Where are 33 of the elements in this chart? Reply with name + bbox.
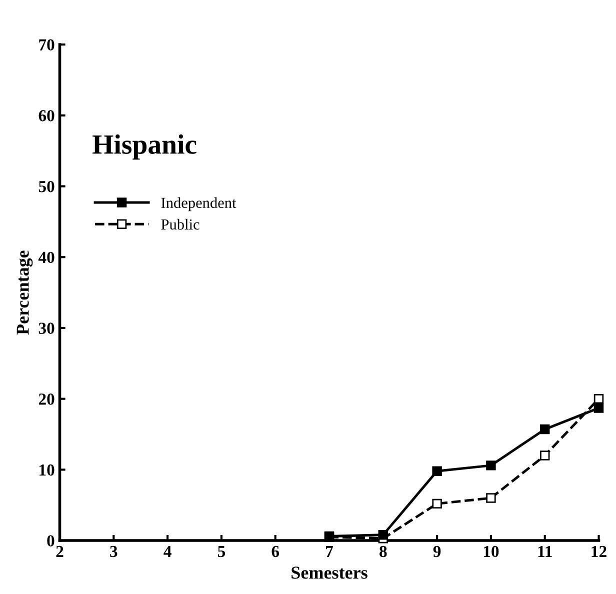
y-axis-title: Percentage [16,250,33,335]
x-tick-label: 3 [110,546,118,558]
x-tick-label: 4 [164,546,172,557]
x-tick-label: 5 [218,546,226,558]
x-axis-title: Semesters [292,566,368,579]
y-tick-label: 0 [47,535,54,546]
point [378,530,388,540]
text: Hispanic [92,134,196,160]
x-tick-label: 11 [538,546,552,557]
y-tick-label: 20 [38,394,54,405]
x-tick-label: 6 [272,546,280,558]
y-tick-label: 40 [38,252,54,264]
x-tick-label: 8 [380,546,387,558]
y-tick-label: 50 [38,180,54,192]
y-tick-label: 30 [38,322,54,334]
y-tick-label: 70 [39,39,54,50]
legend-label: Independent [161,197,236,212]
point [540,450,550,460]
point [486,460,496,470]
point [594,403,604,413]
point [432,466,442,476]
x-tick-label: 2 [56,546,64,557]
x-tick-label: 9 [433,546,441,558]
x-tick-label: 7 [326,546,334,557]
point [540,424,550,434]
point [594,394,604,404]
x-tick-label: 10 [484,546,499,558]
legend-label: Public [161,218,200,230]
point [432,498,442,509]
y-tick-label: 60 [38,110,54,122]
y-tick-label: 10 [40,464,54,476]
point [486,493,496,503]
x-tick-label: 12 [592,546,606,557]
